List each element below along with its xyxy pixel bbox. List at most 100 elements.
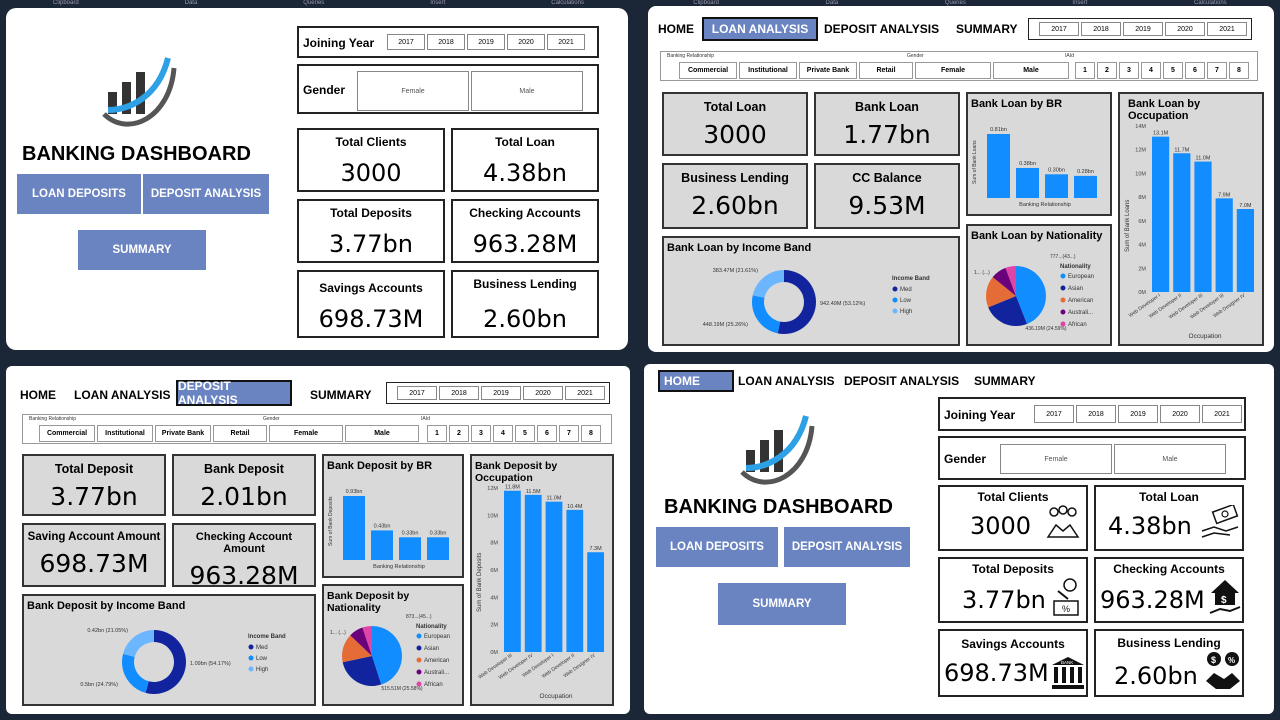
filter-male[interactable]: Male [993,62,1069,79]
home-canvas: HOME LOAN ANALYSIS DEPOSIT ANALYSIS SUMM… [644,364,1274,714]
bank-logo-icon [740,415,815,485]
filter-private-bank[interactable]: Private Bank [155,425,211,442]
loan-deposits-button[interactable]: LOAN DEPOSITS [17,174,141,214]
filter-commercial[interactable]: Commercial [39,425,95,442]
kpi-value: 4.38bn [483,159,567,187]
nav-deposit-analysis[interactable]: DEPOSIT ANALYSIS [844,374,960,388]
year-2018[interactable]: 2018 [439,386,479,400]
gender-slicer: Gender Female Male [938,436,1246,480]
ribbon-calculations: Calculations [1194,0,1227,6]
gender-female[interactable]: Female [1000,444,1112,474]
filter-id-7[interactable]: 7 [1207,62,1227,79]
nav-summary[interactable]: SUMMARY [310,388,372,402]
year-2017[interactable]: 2017 [1034,405,1074,423]
filter-id-1[interactable]: 1 [1075,62,1095,79]
year-2018[interactable]: 2018 [1076,405,1116,423]
bar [1215,198,1233,292]
nav-deposit-analysis[interactable]: DEPOSIT ANALYSIS [824,22,940,36]
year-2017[interactable]: 2017 [1039,22,1079,36]
y-axis-label: Sum of Bank Deposits [328,496,334,546]
filter-retail[interactable]: Retail [859,62,913,79]
svg-text:%: % [1228,656,1235,665]
kpi-label: Total Clients [335,135,407,149]
filter-female[interactable]: Female [269,425,343,442]
filter-id-4[interactable]: 4 [493,425,513,442]
filter-id-7[interactable]: 7 [559,425,579,442]
filter-id-3[interactable]: 3 [471,425,491,442]
kpi-label: Total Loan [1139,490,1199,504]
nav-home[interactable]: HOME [658,22,694,36]
year-2019[interactable]: 2019 [481,386,521,400]
year-2017[interactable]: 2017 [397,386,437,400]
year-2020[interactable]: 2020 [1160,405,1200,423]
kpi-value: 3.77bn [50,482,138,511]
year-2018[interactable]: 2018 [1081,22,1121,36]
filter-id-4[interactable]: 4 [1141,62,1161,79]
data-label: 0.42bn (21.05%) [87,628,128,634]
year-2017[interactable]: 2017 [387,34,425,50]
year-2019[interactable]: 2019 [1118,405,1158,423]
pie-slice [350,627,372,656]
filter-id-5[interactable]: 5 [1163,62,1183,79]
gender-male[interactable]: Male [1114,444,1226,474]
filter-id-6[interactable]: 6 [1185,62,1205,79]
filter-male[interactable]: Male [345,425,419,442]
y-tick-label: 12M [1135,148,1146,154]
chart-title: Bank Deposit by BR [327,460,433,472]
nav-loan-analysis[interactable]: LOAN ANALYSIS [738,374,835,388]
handshake-money-icon: $ % [1206,652,1240,689]
nav-summary[interactable]: SUMMARY [974,374,1036,388]
filter-id-5[interactable]: 5 [515,425,535,442]
bar [1194,161,1212,292]
nav-deposit-analysis[interactable]: DEPOSIT ANALYSIS [176,379,292,407]
filter-id-8[interactable]: 8 [1229,62,1249,79]
kpi-checking-account: Checking Account Amount 963.28M [172,523,316,590]
filter-id-3[interactable]: 3 [1119,62,1139,79]
filter-female[interactable]: Female [915,62,991,79]
summary-button[interactable]: SUMMARY [718,583,846,625]
filter-retail[interactable]: Retail [213,425,267,442]
filter-id-2[interactable]: 2 [1097,62,1117,79]
year-2021[interactable]: 2021 [1207,22,1247,36]
gender-female[interactable]: Female [357,71,469,111]
year-2021[interactable]: 2021 [1202,405,1242,423]
legend-title: Nationality [416,624,447,630]
filter-commercial[interactable]: Commercial [679,62,737,79]
nav-summary[interactable]: SUMMARY [956,22,1018,36]
y-tick-label: 0M [1138,290,1146,296]
year-2019[interactable]: 2019 [1123,22,1163,36]
ribbon-clipboard: Clipboard [52,0,79,6]
donut-slice [123,630,154,657]
y-axis-label: Sum of Bank Loans [1125,200,1131,252]
year-2020[interactable]: 2020 [523,386,563,400]
year-2021[interactable]: 2021 [565,386,605,400]
year-2020[interactable]: 2020 [507,34,545,50]
filter-id-8[interactable]: 8 [581,425,601,442]
filter-id-6[interactable]: 6 [537,425,557,442]
deposit-analysis-button[interactable]: DEPOSIT ANALYSIS [784,527,910,567]
year-2021[interactable]: 2021 [547,34,585,50]
deposit-percent-icon: % [1053,578,1079,616]
legend-marker [892,297,898,303]
filter-id-1[interactable]: 1 [427,425,447,442]
bar [1016,167,1039,198]
filter-id-2[interactable]: 2 [449,425,469,442]
nav-loan-analysis[interactable]: LOAN ANALYSIS [74,388,171,402]
nav-home[interactable]: HOME [658,370,734,392]
filter-private-bank[interactable]: Private Bank [799,62,857,79]
kpi-value: 2.60bn [1114,662,1198,690]
legend-label: High [256,667,268,673]
nav-loan-analysis[interactable]: LOAN ANALYSIS [702,17,818,41]
y-tick-label: 8M [1138,195,1146,201]
loan-deposits-button[interactable]: LOAN DEPOSITS [656,527,778,567]
summary-button[interactable]: SUMMARY [78,230,206,270]
year-2019[interactable]: 2019 [467,34,505,50]
year-2020[interactable]: 2020 [1165,22,1205,36]
nav-home[interactable]: HOME [20,388,56,402]
filter-institutional[interactable]: Institutional [739,62,797,79]
year-2018[interactable]: 2018 [427,34,465,50]
deposit-analysis-button[interactable]: DEPOSIT ANALYSIS [143,174,269,214]
filter-institutional[interactable]: Institutional [97,425,153,442]
legend-label: European [1068,274,1094,280]
gender-male[interactable]: Male [471,71,583,111]
